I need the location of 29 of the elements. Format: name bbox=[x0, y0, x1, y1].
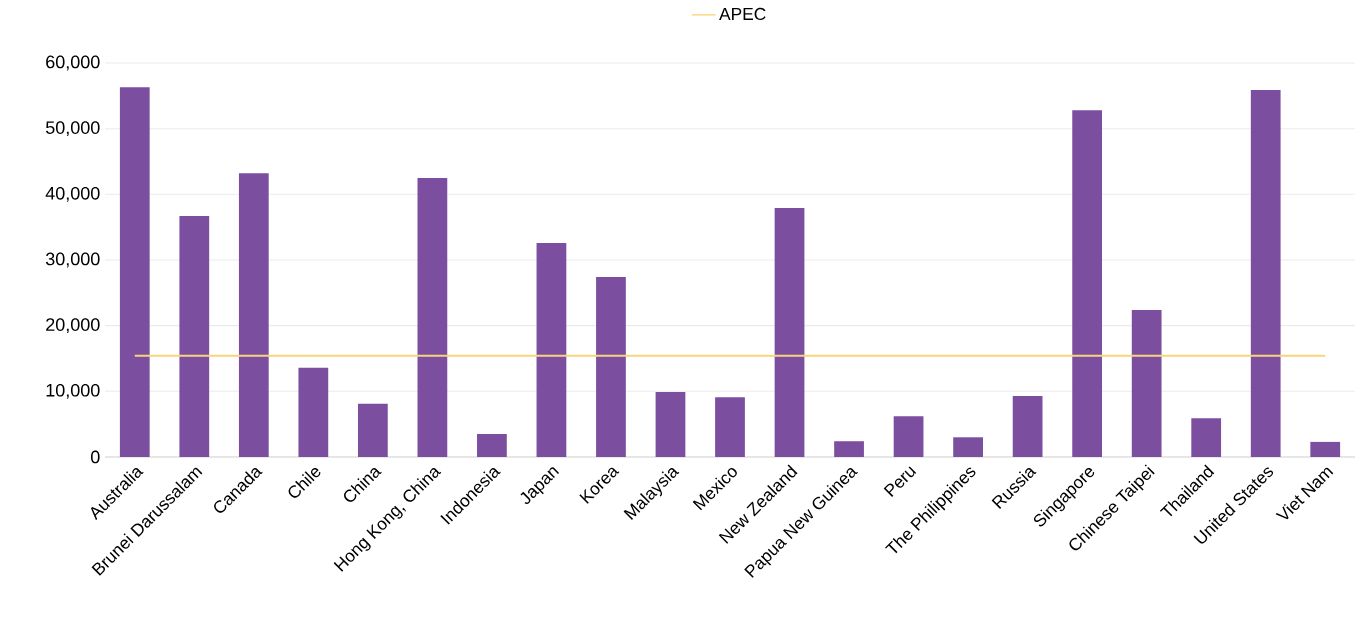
y-tick-label: 20,000 bbox=[46, 318, 100, 334]
bar bbox=[655, 391, 686, 457]
y-tick-label: 30,000 bbox=[45, 252, 100, 268]
bar bbox=[119, 87, 150, 457]
y-tick-label: 10,000 bbox=[46, 383, 100, 399]
bar bbox=[1131, 309, 1162, 457]
bar bbox=[953, 437, 983, 457]
bar bbox=[357, 403, 388, 457]
bar bbox=[596, 277, 626, 457]
legend-label: APEC bbox=[719, 7, 766, 21]
bar bbox=[238, 173, 269, 457]
bar bbox=[893, 416, 924, 457]
y-tick-label: 0 bbox=[91, 450, 100, 464]
bar bbox=[1310, 441, 1341, 457]
bar bbox=[1191, 418, 1222, 457]
y-tick-label: 50,000 bbox=[45, 121, 100, 137]
bar bbox=[1072, 110, 1103, 457]
bar bbox=[536, 242, 567, 457]
y-tick-label: 40,000 bbox=[45, 186, 100, 202]
y-tick-label: 60,000 bbox=[46, 55, 100, 71]
bar bbox=[477, 434, 507, 457]
bar bbox=[1250, 89, 1281, 457]
bar bbox=[774, 208, 805, 457]
bar bbox=[834, 441, 864, 457]
bar bbox=[715, 397, 745, 457]
bar bbox=[417, 177, 448, 457]
bar bbox=[298, 367, 329, 457]
bar bbox=[1012, 395, 1043, 457]
bar bbox=[179, 216, 210, 457]
